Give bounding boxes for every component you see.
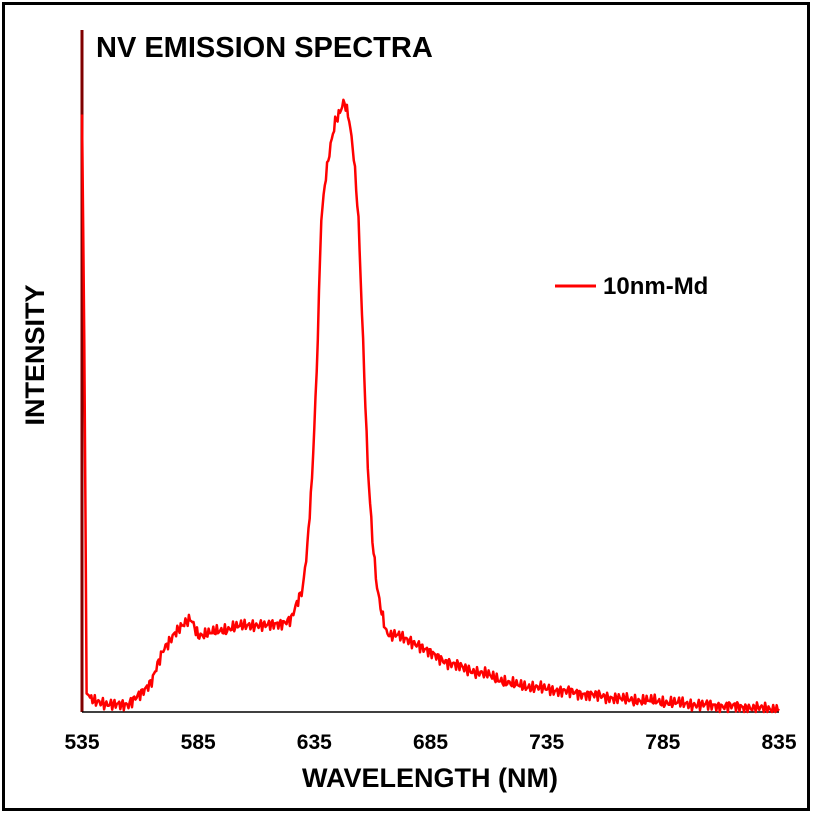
x-tick-label-835: 835 xyxy=(761,731,796,754)
x-tick-label-535: 535 xyxy=(64,731,99,754)
x-tick-label-635: 635 xyxy=(297,731,332,754)
y-axis-label: INTENSITY xyxy=(20,284,50,425)
x-axis-label: WAVELENGTH (NM) xyxy=(302,763,558,793)
x-tick-label-585: 585 xyxy=(181,731,216,754)
x-tick-label-685: 685 xyxy=(413,731,448,754)
series-line-10nm-md xyxy=(80,98,780,714)
x-tick-label-785: 785 xyxy=(645,731,680,754)
x-tick-label-735: 735 xyxy=(529,731,564,754)
legend-entry-label: 10nm-Md xyxy=(603,273,708,300)
chart-title: NV EMISSION SPECTRA xyxy=(96,32,433,64)
